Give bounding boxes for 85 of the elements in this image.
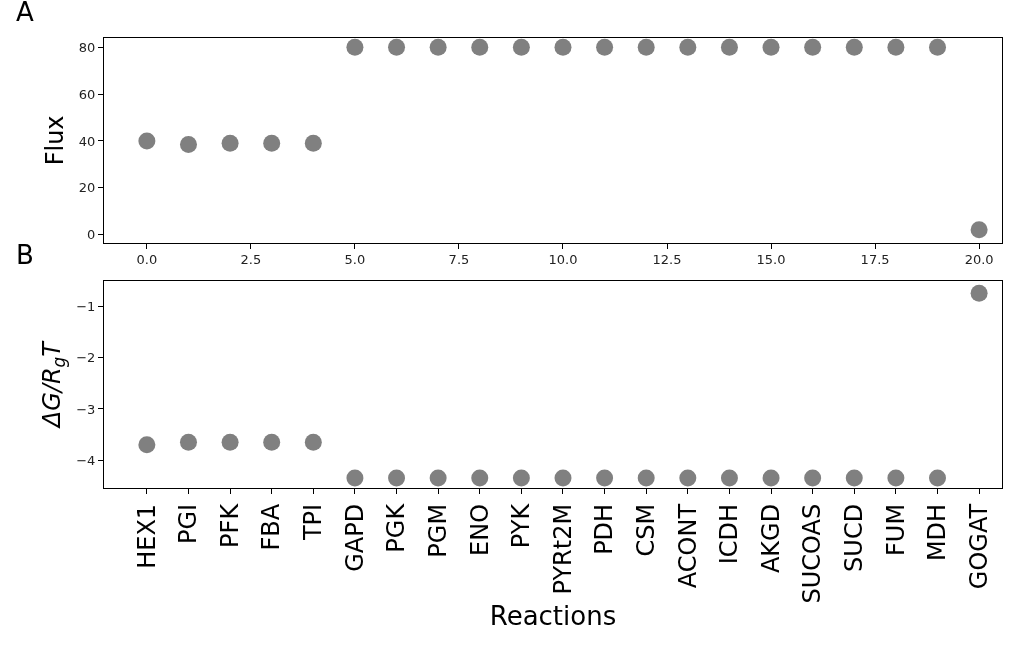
x-tick-label: SUCD xyxy=(840,503,869,572)
point xyxy=(304,134,322,152)
x-tick-label: FUM xyxy=(881,503,910,556)
text: B xyxy=(16,240,34,270)
x-tick-label: 0.0 xyxy=(136,252,158,268)
point xyxy=(762,38,780,56)
x-tick-label: AKGD xyxy=(756,503,785,574)
x-tick-label: HEX1 xyxy=(132,503,161,569)
point xyxy=(804,469,822,487)
x-tick-label: GOGAT xyxy=(964,503,993,590)
x-tick-label: PYRt2M xyxy=(548,503,577,595)
y-tick-label: 20 xyxy=(78,180,96,196)
point xyxy=(637,469,655,487)
point xyxy=(512,469,530,487)
point xyxy=(929,469,946,487)
point xyxy=(970,284,988,302)
point xyxy=(637,38,655,56)
point xyxy=(762,469,780,487)
point xyxy=(138,436,156,454)
point xyxy=(221,134,239,152)
point xyxy=(346,469,364,487)
x-tick-label: PFK xyxy=(215,502,244,548)
x-tick-label: GAPD xyxy=(340,503,369,572)
point xyxy=(679,469,697,487)
point xyxy=(845,38,863,56)
y-tick-label: 80 xyxy=(78,39,96,55)
point xyxy=(887,469,905,487)
point xyxy=(929,38,946,56)
point xyxy=(179,433,197,451)
x-tick-label: 20.0 xyxy=(964,252,994,268)
y-tick-label: −2 xyxy=(76,350,96,366)
x-tick-label: MDH xyxy=(923,503,952,562)
x-tick-label: PGK xyxy=(382,502,411,553)
point xyxy=(512,38,530,56)
point xyxy=(887,38,905,56)
point xyxy=(346,38,364,56)
x-tick-label: 5.0 xyxy=(344,252,366,268)
point xyxy=(429,38,447,56)
x-tick-label: 10.0 xyxy=(548,252,578,268)
x-tick-label: 7.5 xyxy=(448,252,470,268)
y-axis-title: Flux xyxy=(40,115,69,166)
x-tick-label: 15.0 xyxy=(756,252,786,268)
point xyxy=(179,135,197,153)
point xyxy=(720,469,738,487)
point xyxy=(263,433,281,451)
point xyxy=(263,134,281,152)
point xyxy=(471,469,489,487)
point xyxy=(388,38,406,56)
y-tick-label: 40 xyxy=(78,133,96,149)
point xyxy=(596,469,614,487)
point xyxy=(138,132,156,150)
y-tick-label: 0 xyxy=(87,227,96,243)
point xyxy=(720,38,738,56)
point xyxy=(388,469,406,487)
x-axis-title: Reactions xyxy=(489,601,617,632)
point xyxy=(970,221,988,239)
point xyxy=(679,38,697,56)
point xyxy=(554,38,572,56)
point xyxy=(845,469,863,487)
x-tick-label: CSM xyxy=(632,503,661,557)
x-tick-label: PGM xyxy=(423,503,452,558)
x-tick-label: ICDH xyxy=(715,503,744,565)
point xyxy=(429,469,447,487)
y-tick-label: −3 xyxy=(76,401,96,417)
x-tick-label: ENO xyxy=(465,503,494,556)
x-tick-label: TPI xyxy=(299,503,328,542)
x-tick-label: ACONT xyxy=(673,503,702,589)
point xyxy=(471,38,489,56)
x-tick-label: PGI xyxy=(174,503,203,545)
x-tick-label: FBA xyxy=(257,503,286,551)
y-tick-label: −4 xyxy=(76,452,96,468)
y-tick-label: −1 xyxy=(76,299,96,315)
x-tick-label: PYK xyxy=(507,502,536,549)
text: A xyxy=(16,0,34,27)
point xyxy=(554,469,572,487)
y-tick-label: 60 xyxy=(78,86,96,102)
x-tick-label: 12.5 xyxy=(652,252,682,268)
point xyxy=(304,433,322,451)
point xyxy=(221,433,239,451)
x-tick-label: PDH xyxy=(590,503,619,555)
x-tick-label: 2.5 xyxy=(240,252,262,268)
point xyxy=(804,38,822,56)
point xyxy=(596,38,614,56)
x-tick-label: SUCOAS xyxy=(798,503,827,604)
x-tick-label: 17.5 xyxy=(860,252,890,268)
